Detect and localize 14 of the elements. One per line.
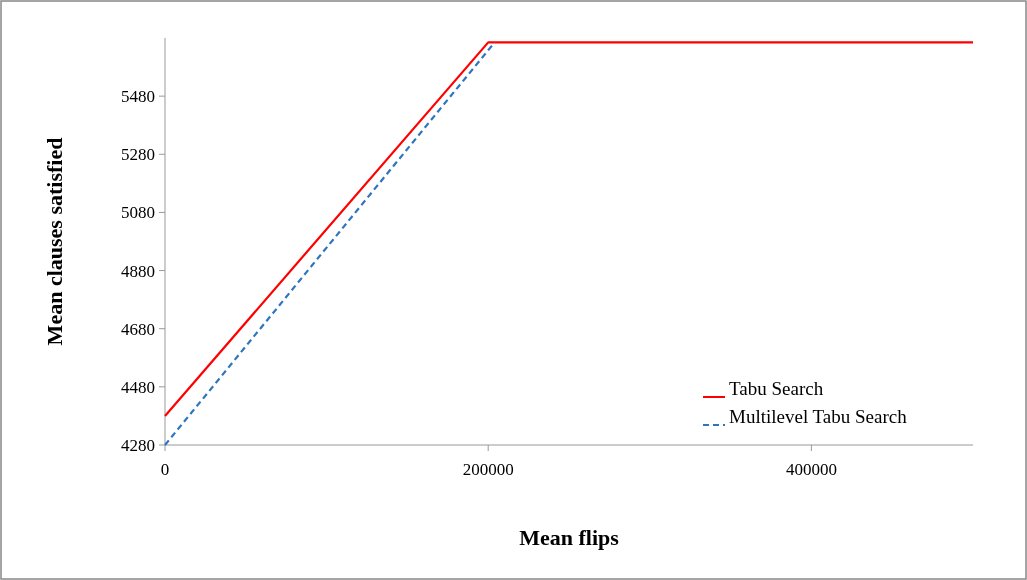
x-tick-label: 200000 (462, 460, 514, 479)
y-tick-label: 4280 (121, 435, 155, 455)
y-tick-label: 5080 (121, 203, 155, 223)
y-axis-title: Mean clauses satisfied (42, 137, 67, 346)
y-tick-label: 5280 (121, 145, 155, 165)
y-tick-label: 5480 (121, 87, 155, 107)
y-tick-label: 4880 (121, 261, 155, 281)
x-tick-label: 400000 (785, 460, 837, 479)
x-tick-label: 0 (160, 460, 170, 479)
legend-label: Tabu Search (729, 378, 824, 400)
y-tick-label: 4680 (121, 319, 155, 339)
y-tick-label: 4480 (121, 377, 155, 397)
legend-label: Multilevel Tabu Search (729, 406, 908, 428)
x-axis-title: Mean flips (519, 525, 620, 550)
